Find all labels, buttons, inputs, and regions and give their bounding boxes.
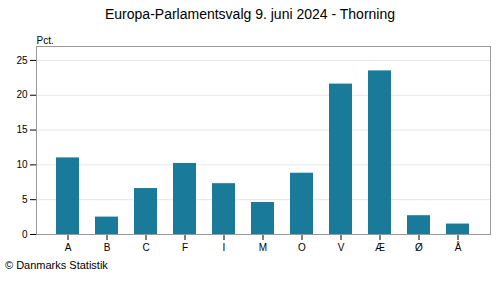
svg-text:A: A [65,242,72,253]
svg-text:V: V [338,242,345,253]
svg-text:25: 25 [16,55,28,66]
svg-text:Pct.: Pct. [37,35,54,46]
svg-text:10: 10 [16,159,28,170]
svg-text:Ø: Ø [415,242,423,253]
html-text:© Danmarks Statistik: © Danmarks Statistik [5,259,108,271]
svg-text:0: 0 [22,229,28,240]
svg-text:C: C [142,242,149,253]
svg-text:Æ: Æ [375,242,385,253]
svg-text:B: B [104,242,111,253]
html-text:Europa-Parlamentsvalg 9. juni: Europa-Parlamentsvalg 9. juni 2024 - Tho… [105,6,395,22]
svg-text:20: 20 [16,89,28,100]
svg-text:M: M [259,242,267,253]
svg-text:I: I [223,242,226,253]
svg-text:5: 5 [22,194,28,205]
svg-text:15: 15 [16,124,28,135]
svg-text:F: F [182,242,188,253]
svg-text:Å: Å [455,241,462,253]
svg-text:O: O [298,242,306,253]
